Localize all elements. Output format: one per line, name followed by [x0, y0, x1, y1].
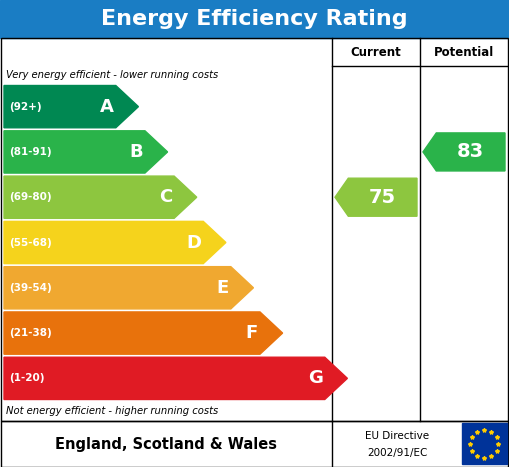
Text: 83: 83	[457, 142, 484, 162]
Text: EU Directive: EU Directive	[365, 431, 429, 441]
Text: (69-80): (69-80)	[9, 192, 51, 202]
Text: F: F	[246, 324, 258, 342]
Text: (1-20): (1-20)	[9, 373, 44, 383]
Text: D: D	[186, 234, 201, 252]
Text: Energy Efficiency Rating: Energy Efficiency Rating	[101, 9, 408, 29]
Polygon shape	[4, 85, 138, 128]
Bar	[1, 421, 508, 467]
Polygon shape	[4, 357, 348, 399]
Text: (81-91): (81-91)	[9, 147, 51, 157]
Text: (92+): (92+)	[9, 102, 42, 112]
Polygon shape	[335, 178, 417, 216]
Polygon shape	[4, 312, 282, 354]
Text: (55-68): (55-68)	[9, 238, 52, 248]
Text: Very energy efficient - lower running costs: Very energy efficient - lower running co…	[6, 70, 218, 80]
Bar	[0, 0, 509, 38]
Text: England, Scotland & Wales: England, Scotland & Wales	[55, 437, 277, 452]
Text: 2002/91/EC: 2002/91/EC	[367, 448, 427, 458]
Text: 75: 75	[369, 188, 396, 207]
Text: G: G	[308, 369, 323, 387]
Text: Current: Current	[351, 45, 402, 58]
Polygon shape	[4, 131, 167, 173]
Text: A: A	[100, 98, 114, 116]
Polygon shape	[423, 133, 505, 171]
Text: Not energy efficient - higher running costs: Not energy efficient - higher running co…	[6, 406, 218, 416]
Text: B: B	[129, 143, 143, 161]
Text: E: E	[216, 279, 229, 297]
Bar	[462, 423, 507, 464]
Polygon shape	[4, 176, 197, 219]
Text: (21-38): (21-38)	[9, 328, 52, 338]
Polygon shape	[4, 267, 253, 309]
Text: C: C	[159, 188, 172, 206]
Polygon shape	[4, 221, 226, 264]
Bar	[1, 38, 508, 421]
Text: (39-54): (39-54)	[9, 283, 52, 293]
Text: Potential: Potential	[434, 45, 494, 58]
